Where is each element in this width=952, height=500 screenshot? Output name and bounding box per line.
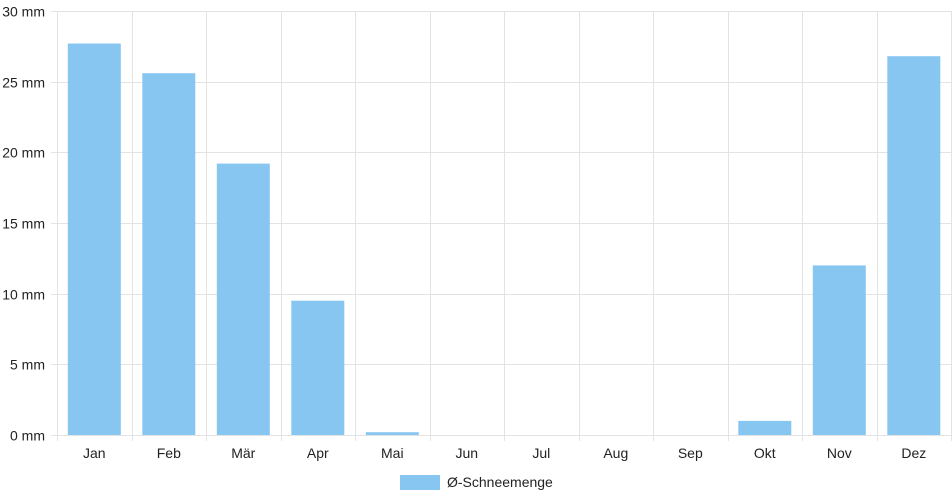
legend-label: Ø-Schneemenge xyxy=(447,474,553,490)
x-tick-label: Sep xyxy=(678,445,703,461)
y-tick-label: 20 mm xyxy=(2,145,45,161)
legend[interactable]: Ø-Schneemenge xyxy=(400,474,553,490)
bar-apr[interactable] xyxy=(291,300,345,435)
y-tick-label: 5 mm xyxy=(10,357,45,373)
x-tick-label: Mai xyxy=(381,445,404,461)
bar-okt[interactable] xyxy=(738,420,792,435)
y-tick-label: 10 mm xyxy=(2,287,45,303)
bar-nov[interactable] xyxy=(812,265,866,435)
grid-layer xyxy=(51,11,952,441)
bar-feb[interactable] xyxy=(142,73,196,435)
y-tick-label: 0 mm xyxy=(10,428,45,444)
y-tick-label: 15 mm xyxy=(2,216,45,232)
x-tick-label: Apr xyxy=(307,445,329,461)
bar-jan[interactable] xyxy=(67,43,121,436)
bars-layer xyxy=(67,43,941,436)
x-tick-label: Dez xyxy=(901,445,926,461)
x-tick-label: Jun xyxy=(456,445,479,461)
bar-dez[interactable] xyxy=(887,56,941,435)
bar-mai[interactable] xyxy=(365,432,419,435)
x-tick-label: Jul xyxy=(532,445,550,461)
x-tick-label: Nov xyxy=(827,445,852,461)
x-tick-label: Feb xyxy=(157,445,181,461)
y-tick-label: 25 mm xyxy=(2,75,45,91)
x-tick-label: Aug xyxy=(603,445,628,461)
legend-swatch xyxy=(400,475,440,490)
x-tick-label: Mär xyxy=(231,445,255,461)
x-tick-label: Jan xyxy=(83,445,106,461)
bar-mär[interactable] xyxy=(216,163,270,435)
axis-layer: 0 mm 5 mm 10 mm 15 mm 20 mm 25 mm 30 mm Jan Feb M… xyxy=(2,4,926,462)
y-tick-label: 30 mm xyxy=(2,4,45,20)
x-tick-label: Okt xyxy=(754,445,776,461)
